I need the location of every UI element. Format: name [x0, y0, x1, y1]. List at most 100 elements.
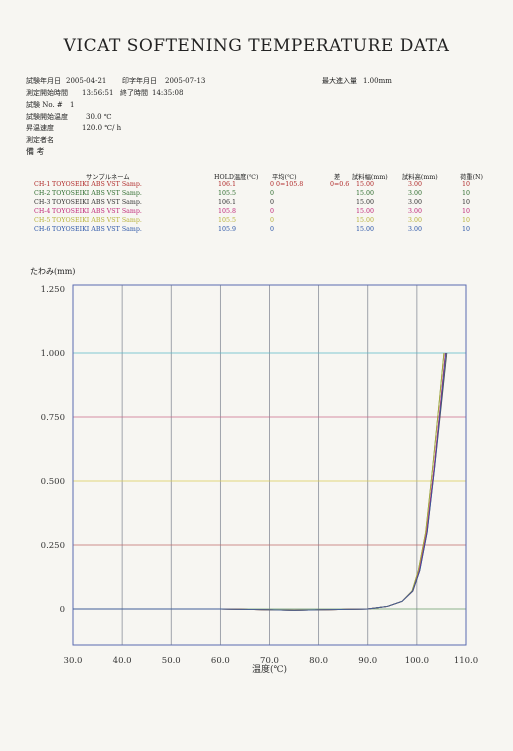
test-no: 1 [70, 101, 75, 109]
cell-avg: 0 0=105.8 [270, 181, 304, 188]
cell-name: TOYOSEIKI ABS VST Samp. [52, 199, 142, 206]
series-line-5 [73, 352, 445, 611]
cell-avg: 0 [270, 226, 275, 233]
cell-load: 10 [462, 208, 471, 215]
remarks-label: 備 考 [26, 147, 45, 156]
test-date: 2005-04-21 [66, 77, 107, 85]
x-tick-label: 70.0 [260, 656, 279, 666]
test-date-label: 試験年月日 [26, 77, 61, 85]
cell-width: 15.00 [356, 226, 375, 233]
cell-avg: 0 [270, 217, 275, 224]
rate: 120.0 ℃/ h [82, 124, 122, 132]
y-tick-label: 0 [60, 605, 65, 615]
cell-load: 10 [462, 190, 471, 197]
cell-ch: CH-4 [34, 208, 51, 215]
cell-diff: 0=0.6 [330, 181, 350, 188]
series-line-3 [73, 352, 448, 611]
test-no-label: 試験 No. # [26, 101, 63, 109]
x-tick-label: 80.0 [309, 656, 328, 666]
x-tick-label: 100.0 [405, 656, 429, 666]
cell-height: 3.00 [408, 190, 423, 197]
rate-label: 昇温速度 [26, 124, 54, 132]
cell-ch: CH-5 [34, 217, 51, 224]
cell-height: 3.00 [408, 226, 423, 233]
y-tick-label: 1.250 [41, 285, 65, 295]
cell-height: 3.00 [408, 199, 423, 206]
cell-width: 15.00 [356, 199, 375, 206]
operator-label: 測定者名 [26, 136, 54, 144]
col-sample: サンプルネーム [86, 174, 130, 181]
series-line-1 [73, 352, 446, 611]
sample-table: サンプルネーム HOLD温度(℃) 平均(℃) 差 試料幅(mm) 試料高(mm… [34, 172, 494, 235]
series-line-6 [73, 352, 447, 611]
col-height: 試料高(mm) [402, 174, 438, 181]
x-tick-label: 110.0 [454, 656, 478, 666]
cell-avg: 0 [270, 208, 275, 215]
x-tick-label: 30.0 [64, 656, 83, 666]
series-line-2 [73, 352, 445, 611]
cell-name: TOYOSEIKI ABS VST Samp. [52, 217, 142, 224]
print-date: 2005-07-13 [165, 77, 206, 85]
cell-ch: CH-2 [34, 190, 51, 197]
col-load: 荷重(N) [460, 174, 484, 181]
y-axis-label: たわみ(mm) [30, 267, 76, 276]
cell-width: 15.00 [356, 217, 375, 224]
series-line-4 [73, 352, 446, 611]
cell-name: TOYOSEIKI ABS VST Samp. [52, 181, 142, 188]
cell-width: 15.00 [356, 190, 375, 197]
cell-ch: CH-3 [34, 199, 51, 206]
cell-hold: 105.9 [218, 226, 237, 233]
cell-ch: CH-1 [34, 181, 51, 188]
x-tick-label: 90.0 [358, 656, 377, 666]
cell-name: TOYOSEIKI ABS VST Samp. [52, 208, 142, 215]
cell-hold: 106.1 [218, 181, 237, 188]
start-time-label: 測定開始時間 [26, 89, 68, 97]
start-temp-label: 試験開始温度 [26, 113, 68, 121]
end-time: 14:35:08 [152, 89, 184, 97]
page-title: VICAT SOFTENING TEMPERATURE DATA [63, 36, 450, 56]
cell-avg: 0 [270, 190, 275, 197]
cell-height: 3.00 [408, 217, 423, 224]
col-width: 試料幅(mm) [352, 174, 388, 181]
cell-load: 10 [462, 217, 471, 224]
cell-avg: 0 [270, 199, 275, 206]
end-time-label: 終了時間 [120, 89, 148, 97]
max-penetration-label: 最大進入量 [322, 77, 357, 85]
x-tick-label: 50.0 [162, 656, 181, 666]
cell-height: 3.00 [408, 208, 423, 215]
cell-hold: 105.5 [218, 190, 237, 197]
table-row: CH-2 TOYOSEIKI ABS VST Samp. 105.5 0 15.00 3.… [34, 190, 494, 199]
cell-ch: CH-6 [34, 226, 51, 233]
y-tick-label: 0.250 [41, 541, 65, 551]
cell-name: TOYOSEIKI ABS VST Samp. [52, 190, 142, 197]
max-penetration: 1.00mm [363, 77, 392, 85]
y-tick-label: 1.000 [41, 349, 65, 359]
col-diff: 差 [334, 174, 341, 181]
cell-height: 3.00 [408, 181, 423, 188]
table-row: CH-1 TOYOSEIKI ABS VST Samp. 106.1 0 0=105.… [34, 181, 494, 190]
table-row: CH-5 TOYOSEIKI ABS VST Samp. 105.5 0 15.00 3.… [34, 217, 494, 226]
table-header: サンプルネーム HOLD温度(℃) 平均(℃) 差 試料幅(mm) 試料高(mm… [34, 172, 494, 181]
y-tick-label: 0.500 [41, 477, 65, 487]
print-date-label: 印字年月日 [122, 77, 157, 85]
start-temp: 30.0 ℃ [86, 113, 112, 121]
cell-hold: 106.1 [218, 199, 237, 206]
y-tick-label: 0.750 [41, 413, 65, 423]
table-row: CH-6 TOYOSEIKI ABS VST Samp. 105.9 0 15.00 3.… [34, 226, 494, 235]
cell-load: 10 [462, 181, 471, 188]
x-tick-label: 40.0 [113, 656, 132, 666]
cell-width: 15.00 [356, 181, 375, 188]
col-hold: HOLD温度(℃) [214, 174, 259, 181]
cell-width: 15.00 [356, 208, 375, 215]
table-row: CH-3 TOYOSEIKI ABS VST Samp. 106.1 0 15.00 3.… [34, 199, 494, 208]
cell-hold: 105.5 [218, 217, 237, 224]
plot-border [72, 284, 467, 646]
x-tick-label: 60.0 [211, 656, 230, 666]
table-row: CH-4 TOYOSEIKI ABS VST Samp. 105.8 0 15.00 3.… [34, 208, 494, 217]
start-time: 13:56:51 [82, 89, 114, 97]
cell-load: 10 [462, 226, 471, 233]
cell-name: TOYOSEIKI ABS VST Samp. [52, 226, 142, 233]
col-avg: 平均(℃) [272, 174, 297, 181]
cell-hold: 105.8 [218, 208, 237, 215]
